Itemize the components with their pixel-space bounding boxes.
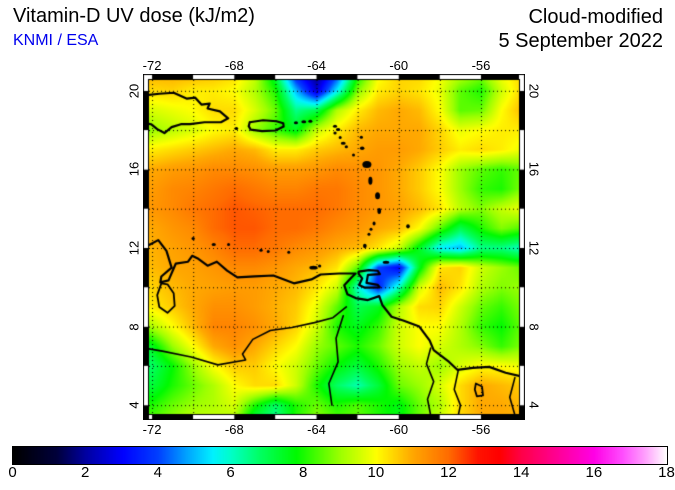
colorbar-tick-label: 10 [367,464,385,481]
lat-tick-label-right: 4 [526,401,542,409]
lat-tick-label-right: 12 [526,240,542,256]
colorbar-tick-label: 2 [80,464,90,481]
colorbar-tick-label: 0 [8,464,17,481]
lat-tick-label-right: 16 [526,162,542,177]
lon-tick-label-top: -56 [471,58,491,73]
knmi-esa-credit: KNMI / ESA [13,32,99,49]
lon-tick-label-bottom: -72 [142,422,162,437]
lon-tick-label-top: -68 [224,58,244,73]
lat-tick-label-left: 8 [126,322,142,331]
lat-tick-label-left: 12 [126,240,142,256]
lon-tick-label-top: -72 [142,58,162,73]
lat-tick-label-left: 4 [126,401,142,409]
colorbar-tick-label: 12 [440,464,457,481]
colorbar-tick-label: 6 [226,464,235,481]
page-title: Vitamin-D UV dose (kJ/m2) [13,5,255,27]
lon-tick-label-bottom: -56 [471,422,491,437]
lon-tick-label-bottom: -64 [307,422,326,437]
lat-tick-label-left: 20 [126,83,142,99]
colorbar-tick-label: 14 [512,464,530,481]
lon-tick-label-bottom: -68 [224,422,244,437]
subtitle-cloud-modified: Cloud-modified [528,6,663,28]
subtitle-block: Cloud-modified 5 September 2022 [498,5,663,53]
lat-tick-label-right: 8 [526,322,542,331]
lat-tick-label-right: 20 [526,83,542,99]
colorbar-tick-label: 4 [153,464,162,481]
lon-tick-label-bottom: -60 [389,422,409,437]
colorbar-tick-label: 8 [298,464,308,481]
colorbar-tick-label: 16 [585,464,603,481]
uv-dose-map-canvas [143,74,525,420]
colorbar-tick-label: 18 [658,464,675,481]
colorbar-canvas [12,446,668,465]
lat-tick-label-left: 16 [126,162,142,177]
lon-tick-label-top: -60 [389,58,409,73]
subtitle-date: 5 September 2022 [498,30,663,52]
lon-tick-label-top: -64 [307,58,326,73]
